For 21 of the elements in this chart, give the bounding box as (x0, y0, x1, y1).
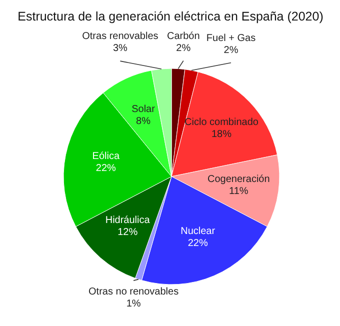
data-label: 2% (176, 42, 191, 54)
slice-label: Solar (132, 104, 156, 115)
data-label: 8% (136, 116, 151, 127)
data-label: 3% (112, 43, 128, 54)
data-label: 12% (118, 227, 138, 238)
slice-label: Otras no renovables (88, 286, 179, 298)
data-label: 22% (188, 238, 208, 250)
data-label: 18% (211, 128, 232, 140)
data-label: 1% (126, 298, 141, 310)
slice-label: Carbón (167, 30, 200, 42)
slice-label: Hidráulica (105, 215, 150, 226)
slice-label: Otras renovables (82, 31, 158, 42)
chart-title: Estructura de la generación eléctrica en España (2020) (18, 10, 324, 24)
data-label: 2% (224, 44, 238, 56)
slice-label: Fuel + Gas (206, 32, 256, 44)
slice-label: Nuclear (180, 226, 216, 238)
slice-label: Eólica (92, 151, 120, 162)
slice-label: Ciclo combinado (184, 116, 259, 128)
data-label: 22% (96, 163, 116, 174)
slice-label: Cogeneración (208, 174, 270, 185)
data-label: 11% (229, 186, 248, 197)
